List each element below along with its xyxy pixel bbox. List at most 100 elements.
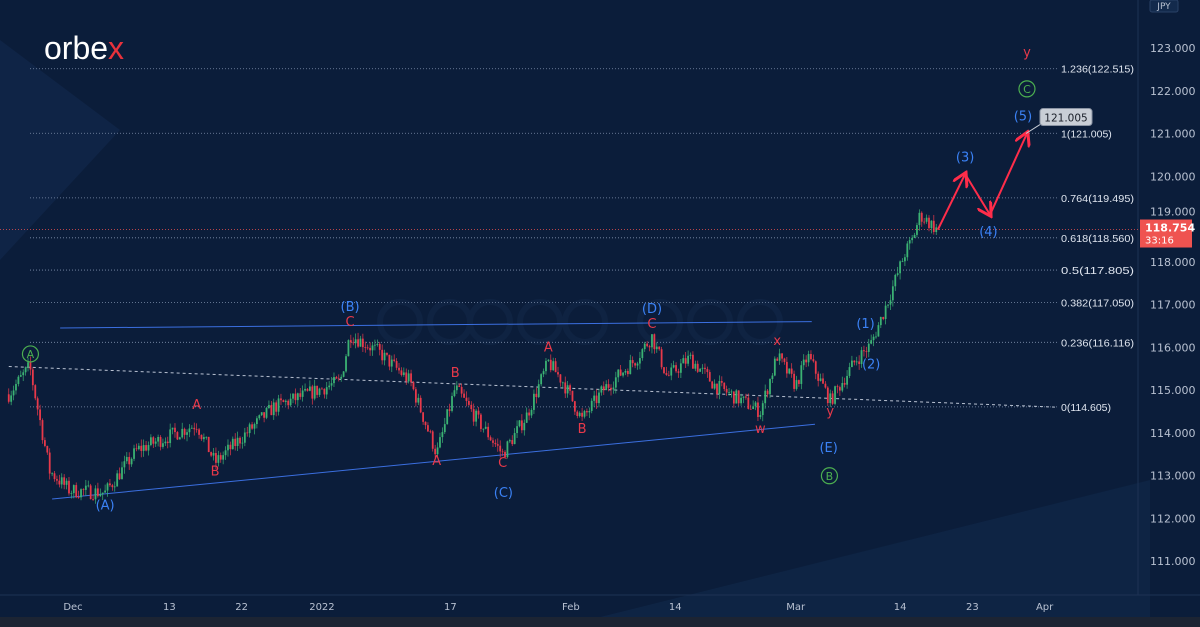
- candle: [236, 437, 239, 446]
- candle: [682, 358, 685, 364]
- candle: [253, 424, 256, 429]
- candle: [166, 441, 169, 444]
- candle: [448, 409, 451, 411]
- candle: [376, 343, 379, 345]
- candle: [817, 373, 820, 381]
- candle: [622, 372, 624, 376]
- candle: [82, 489, 85, 490]
- candle: [547, 359, 550, 361]
- candle: [906, 243, 909, 258]
- candles: [7, 209, 938, 504]
- candle: [612, 387, 615, 390]
- candle: [761, 403, 764, 416]
- candle: [39, 409, 41, 421]
- time-tick-label: Feb: [562, 602, 580, 613]
- candle: [785, 361, 788, 374]
- candle: [766, 390, 769, 395]
- candle: [92, 499, 94, 500]
- candle: [810, 354, 812, 360]
- candle: [429, 431, 432, 433]
- wave-label: (5): [1014, 110, 1032, 125]
- candle: [22, 372, 25, 376]
- wave-label-circle: [21, 345, 40, 363]
- candle: [595, 395, 598, 404]
- candle: [923, 221, 926, 223]
- candle: [822, 378, 824, 384]
- candle: [34, 385, 37, 399]
- candle: [335, 377, 338, 379]
- candle: [58, 480, 61, 485]
- price-tick-label: 119.000: [1150, 206, 1196, 219]
- wave-label: A: [432, 454, 441, 469]
- candle: [296, 393, 299, 401]
- candle: [400, 370, 403, 375]
- candle: [631, 360, 634, 364]
- candle: [894, 274, 897, 287]
- candle: [925, 217, 928, 222]
- fib-level-label: 0.764(119.495): [1061, 193, 1134, 205]
- candle: [711, 381, 714, 389]
- time-tick-label: 13: [163, 602, 176, 613]
- price-tick-label: 115.000: [1150, 384, 1196, 397]
- candle: [665, 373, 668, 375]
- candle: [325, 387, 328, 395]
- candle: [282, 400, 285, 402]
- candle: [778, 353, 781, 361]
- candle: [427, 425, 429, 432]
- candle: [402, 372, 405, 375]
- candle: [463, 393, 465, 398]
- candle: [68, 480, 70, 494]
- candle: [133, 448, 135, 459]
- candle: [101, 492, 104, 495]
- candle: [891, 286, 894, 301]
- candle: [552, 361, 555, 371]
- time-tick-label: 23: [966, 602, 979, 613]
- time-tick-label: Apr: [1036, 602, 1054, 613]
- candle: [109, 483, 111, 486]
- candle: [41, 420, 44, 441]
- candle: [125, 456, 128, 462]
- candle: [467, 400, 470, 405]
- candle: [130, 458, 133, 465]
- price-tick-label: 112.000: [1150, 512, 1196, 525]
- candle: [280, 398, 282, 401]
- candle: [537, 384, 540, 398]
- candle: [17, 376, 20, 385]
- candle: [932, 220, 935, 233]
- candle: [94, 488, 97, 500]
- candle: [930, 220, 933, 229]
- candle: [48, 452, 51, 474]
- candle: [918, 212, 921, 226]
- candle: [581, 412, 584, 417]
- candle: [308, 386, 311, 391]
- candle: [626, 371, 629, 375]
- candle: [472, 409, 475, 422]
- candle: [826, 387, 829, 404]
- candle: [559, 374, 562, 383]
- candle: [99, 494, 102, 497]
- candle: [723, 382, 726, 389]
- candle: [636, 363, 639, 366]
- candle: [607, 384, 610, 388]
- candle: [788, 368, 791, 374]
- candle: [289, 398, 292, 406]
- candle: [679, 363, 682, 373]
- candle: [431, 431, 434, 449]
- candle: [829, 393, 832, 404]
- candle: [251, 424, 253, 429]
- price-tick-label: 117.000: [1150, 299, 1196, 312]
- candle: [15, 384, 17, 391]
- candle: [533, 393, 535, 410]
- candle: [908, 240, 911, 244]
- candle: [573, 401, 576, 412]
- candle: [511, 440, 514, 445]
- candle: [369, 347, 372, 351]
- candle: [381, 349, 384, 361]
- candle: [545, 360, 547, 372]
- candle: [174, 427, 176, 433]
- candle: [701, 367, 704, 369]
- candle: [501, 451, 504, 453]
- candle: [487, 426, 490, 438]
- candle: [311, 386, 314, 399]
